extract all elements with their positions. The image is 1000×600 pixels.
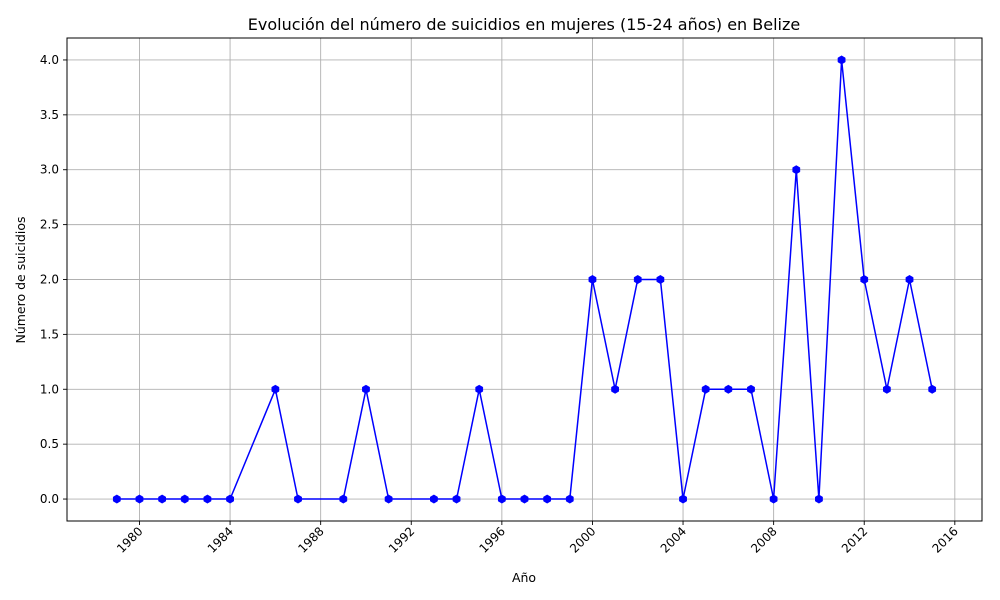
data-point [565, 494, 574, 504]
data-point [180, 494, 189, 504]
y-tick-label: 2.5 [40, 218, 59, 232]
data-point [158, 494, 167, 504]
grid-lines [67, 38, 982, 521]
y-tick-label: 3.0 [40, 163, 59, 177]
data-point [792, 165, 801, 175]
plot-area [112, 55, 937, 504]
x-tick-label: 1996 [476, 524, 507, 555]
x-tick-label: 1984 [205, 524, 236, 555]
x-tick-label: 2000 [567, 524, 598, 555]
x-tick-label: 2004 [658, 524, 689, 555]
data-point [497, 494, 506, 504]
data-point [384, 494, 393, 504]
x-tick-label: 1988 [295, 524, 326, 555]
y-tick-label: 1.0 [40, 382, 59, 396]
data-point [815, 494, 823, 504]
y-tick-label: 4.0 [40, 53, 59, 67]
series-line [116, 59, 933, 500]
x-tick-label: 2016 [929, 524, 960, 555]
y-tick-label: 0.0 [40, 492, 59, 506]
x-tick-label: 1992 [386, 524, 417, 555]
x-tick-label: 2012 [839, 524, 870, 555]
data-point [112, 494, 121, 504]
data-point [882, 384, 891, 394]
data-point [362, 384, 370, 394]
data-point [769, 494, 778, 504]
data-point [271, 384, 280, 394]
data-point [724, 384, 733, 394]
data-point [294, 494, 302, 504]
data-point [226, 494, 234, 504]
chart-title: Evolución del número de suicidios en muj… [248, 15, 800, 34]
data-point [339, 494, 348, 504]
data-point [860, 275, 869, 284]
data-point [520, 494, 529, 504]
data-point [633, 275, 642, 284]
data-point [837, 55, 846, 65]
data-point [588, 275, 597, 284]
y-tick-label: 1.5 [40, 327, 59, 341]
y-tick-label: 3.5 [40, 108, 59, 122]
data-point [905, 275, 914, 284]
y-tick-label: 2.0 [40, 273, 59, 287]
x-axis-label: Año [512, 570, 536, 585]
data-point [656, 275, 665, 284]
y-axis-ticks: 0.0 0.5 1.0 1.5 2.0 2.5 3.0 3.5 4.0 [40, 53, 67, 506]
data-point [430, 494, 438, 504]
data-point [747, 384, 755, 394]
data-point [543, 494, 552, 504]
data-point [611, 384, 619, 394]
data-point [452, 494, 461, 504]
x-axis-ticks: 1980 1984 1988 1992 1996 2000 2004 2008 2012 2016 [114, 521, 961, 556]
y-axis-label: Número de suicidios [13, 216, 28, 343]
data-point [135, 494, 144, 504]
data-point [475, 384, 484, 394]
data-point [203, 494, 212, 504]
data-point [679, 494, 687, 504]
x-tick-label: 1980 [114, 524, 145, 555]
y-tick-label: 0.5 [40, 437, 59, 451]
data-point [928, 384, 937, 394]
data-point [701, 384, 710, 394]
x-tick-label: 2008 [748, 524, 779, 555]
